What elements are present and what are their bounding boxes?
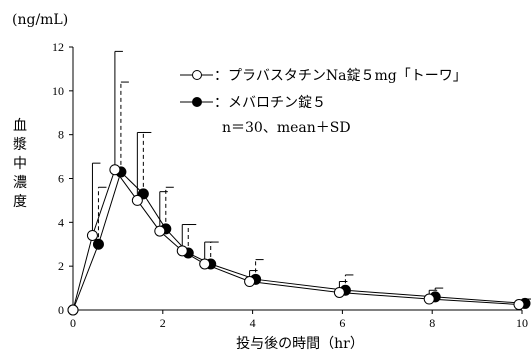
legend-entry-pravastatin-towa: ：プラバスタチンNa錠５mg「トーワ」 (180, 68, 467, 84)
y-tick-label: 0 (58, 303, 64, 317)
x-tick-label: 4 (250, 316, 256, 330)
data-point-pravastatin (513, 299, 525, 311)
y-tick-label: 4 (58, 215, 64, 229)
legend-filled-circle-icon (192, 97, 202, 107)
data-point-pravastatin (131, 194, 143, 206)
y-axis-title-char: 中 (13, 156, 27, 172)
legend-label-mevalotin: ：メバロチン錠５ (214, 95, 326, 111)
data-point-pravastatin (199, 258, 211, 270)
data-point-pravastatin (333, 286, 345, 298)
y-axis-title-char: 濃 (13, 175, 27, 191)
axis-ticks: 0 2 4 6 8 10 12 0 2 4 6 8 10 (52, 40, 528, 330)
data-point-pravastatin (109, 164, 121, 176)
legend-annotation-n30: n＝30、mean＋SD (222, 120, 351, 136)
x-tick-label: 8 (429, 316, 435, 330)
data-point-pravastatin (176, 245, 188, 257)
y-tick-label: 12 (52, 40, 64, 54)
x-tick-label: 0 (70, 316, 76, 330)
x-tick-label: 10 (516, 316, 528, 330)
y-axis-title-char: 血 (13, 118, 27, 134)
data-point-pravastatin (154, 225, 166, 237)
y-tick-label: 2 (58, 259, 64, 273)
data-point-pravastatin (67, 304, 79, 316)
y-tick-label: 10 (52, 84, 64, 98)
legend-label-pravastatin-towa: ：プラバスタチンNa錠５mg「トーワ」 (214, 68, 467, 84)
data-point-pravastatin (244, 276, 256, 288)
y-axis-unit-label: (ng/mL) (12, 12, 68, 28)
y-tick-label: 6 (58, 172, 64, 186)
data-point-pravastatin (86, 229, 98, 241)
y-tick-label: 8 (58, 128, 64, 142)
x-axis-title: 投与後の時間（hr） (236, 336, 364, 352)
error-bars (91, 50, 531, 305)
y-axis-title-char: 度 (13, 194, 27, 210)
legend-entry-mevalotin: ：メバロチン錠５ (180, 95, 326, 111)
data-point-mevalotin (92, 238, 104, 250)
data-point-pravastatin (423, 293, 435, 305)
legend: ：プラバスタチンNa錠５mg「トーワ」 ：メバロチン錠５ n＝30、mean＋S… (180, 68, 467, 136)
y-axis-title-char: 漿 (13, 137, 27, 153)
series-markers (67, 164, 531, 316)
legend-open-circle-icon (192, 70, 202, 80)
x-tick-label: 6 (339, 316, 345, 330)
x-tick-label: 2 (160, 316, 166, 330)
